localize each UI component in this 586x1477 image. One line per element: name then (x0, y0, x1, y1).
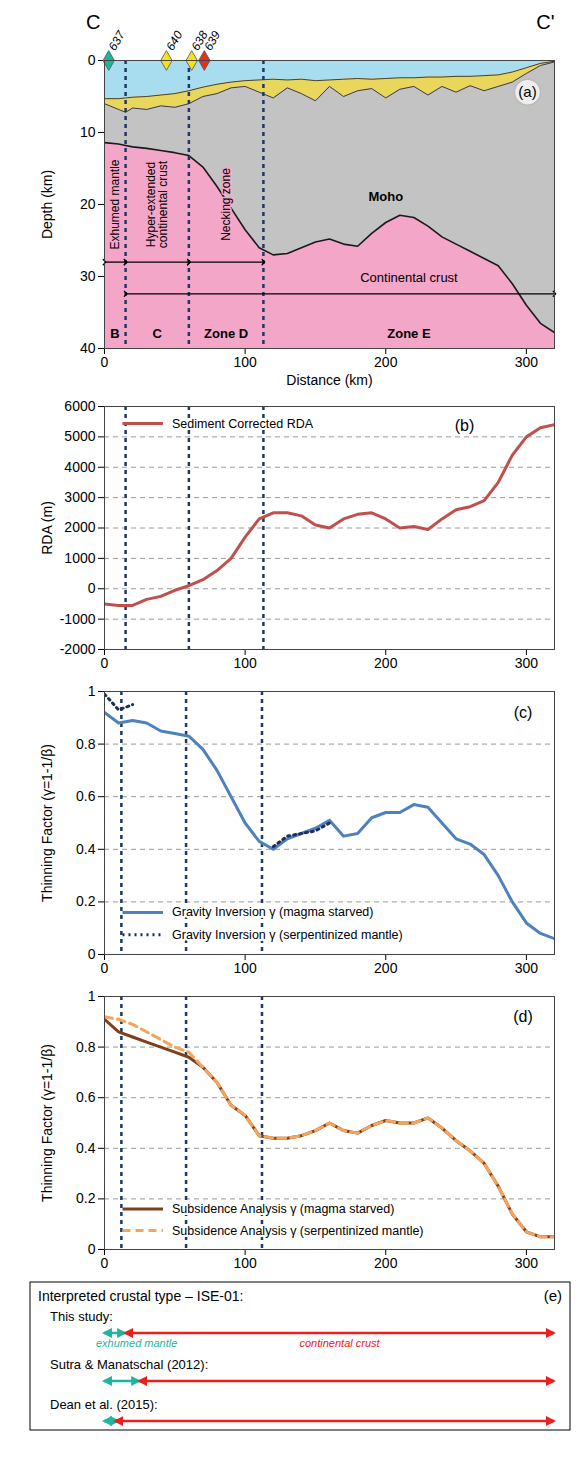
svg-text:638: 638 (188, 28, 211, 53)
svg-text:200: 200 (374, 960, 398, 976)
svg-text:Subsidence Analysis γ (magma s: Subsidence Analysis γ (magma starved) (172, 1202, 394, 1216)
svg-text:Zone E: Zone E (387, 326, 431, 341)
svg-text:20: 20 (80, 196, 96, 212)
svg-text:C': C' (536, 11, 554, 33)
svg-text:0.2: 0.2 (76, 893, 96, 909)
svg-text:exhumed mantle: exhumed mantle (96, 1337, 177, 1349)
svg-text:0: 0 (101, 1255, 109, 1271)
svg-text:6000: 6000 (64, 398, 95, 414)
svg-text:(a): (a) (518, 83, 536, 100)
svg-text:RDA (m): RDA (m) (39, 501, 55, 555)
svg-text:0.6: 0.6 (76, 1089, 96, 1105)
svg-text:-2000: -2000 (60, 641, 96, 657)
svg-text:639: 639 (201, 28, 223, 53)
svg-text:4000: 4000 (64, 459, 95, 475)
svg-text:1: 1 (88, 683, 96, 699)
svg-text:Zone D: Zone D (204, 326, 248, 341)
svg-text:0: 0 (101, 960, 109, 976)
svg-text:0: 0 (88, 946, 96, 962)
svg-text:Moho: Moho (368, 189, 403, 204)
svg-text:0.4: 0.4 (76, 1140, 96, 1156)
svg-text:This study:: This study: (50, 1309, 113, 1324)
svg-text:Sediment Corrected RDA: Sediment Corrected RDA (172, 417, 314, 431)
svg-text:0: 0 (101, 354, 109, 370)
svg-text:Thinning Factor (γ=1-1/β): Thinning Factor (γ=1-1/β) (39, 744, 55, 902)
svg-text:300: 300 (515, 960, 539, 976)
svg-text:0.4: 0.4 (76, 841, 96, 857)
svg-text:40: 40 (80, 340, 96, 356)
svg-text:Sutra & Manatschal (2012):: Sutra & Manatschal (2012): (50, 1357, 208, 1372)
svg-text:637: 637 (106, 27, 129, 52)
svg-text:1000: 1000 (64, 550, 95, 566)
svg-text:C: C (86, 11, 100, 33)
svg-text:Subsidence Analysis γ (serpent: Subsidence Analysis γ (serpentinized man… (172, 1224, 424, 1238)
svg-text:B: B (110, 326, 119, 341)
svg-text:(d): (d) (513, 1008, 533, 1025)
svg-text:(c): (c) (514, 704, 533, 721)
svg-text:0.2: 0.2 (76, 1190, 96, 1206)
svg-text:30: 30 (80, 268, 96, 284)
svg-text:300: 300 (515, 1255, 539, 1271)
svg-text:100: 100 (233, 1255, 257, 1271)
svg-text:(b): (b) (455, 417, 475, 434)
svg-text:0: 0 (101, 655, 109, 671)
svg-text:Continental crust: Continental crust (360, 270, 458, 285)
svg-text:Hyper-extendedcontinental crus: Hyper-extendedcontinental crust (144, 160, 170, 248)
svg-text:300: 300 (515, 655, 539, 671)
svg-text:0: 0 (88, 52, 96, 68)
svg-text:640: 640 (163, 28, 185, 53)
svg-text:Dean et al. (2015):: Dean et al. (2015): (50, 1397, 158, 1412)
svg-text:10: 10 (80, 124, 96, 140)
svg-text:Necking zone: Necking zone (219, 168, 233, 241)
svg-text:100: 100 (233, 354, 257, 370)
svg-text:C: C (153, 326, 163, 341)
svg-text:Gravity Inversion γ (serpentin: Gravity Inversion γ (serpentinized mantl… (172, 928, 403, 942)
svg-text:Interpreted crustal type – ISE: Interpreted crustal type – ISE-01: (38, 1288, 243, 1304)
svg-text:Distance (km): Distance (km) (286, 372, 372, 388)
svg-text:100: 100 (233, 655, 257, 671)
svg-text:200: 200 (374, 1255, 398, 1271)
svg-text:1: 1 (88, 988, 96, 1004)
svg-text:300: 300 (515, 354, 539, 370)
svg-text:0: 0 (88, 580, 96, 596)
svg-text:-1000: -1000 (60, 611, 96, 627)
svg-text:5000: 5000 (64, 428, 95, 444)
svg-text:3000: 3000 (64, 489, 95, 505)
svg-text:0.8: 0.8 (76, 1039, 96, 1055)
svg-text:0.8: 0.8 (76, 736, 96, 752)
svg-text:Thinning Factor (γ=1-1/β): Thinning Factor (γ=1-1/β) (39, 1044, 55, 1202)
svg-text:200: 200 (374, 655, 398, 671)
svg-text:200: 200 (374, 354, 398, 370)
svg-text:(e): (e) (544, 1287, 562, 1304)
svg-text:continental crust: continental crust (299, 1337, 380, 1349)
svg-text:0: 0 (88, 1241, 96, 1257)
svg-text:Depth (km): Depth (km) (39, 170, 55, 239)
svg-text:Gravity Inversion γ (magma sta: Gravity Inversion γ (magma starved) (172, 905, 373, 919)
svg-text:100: 100 (233, 960, 257, 976)
svg-text:0.6: 0.6 (76, 788, 96, 804)
svg-text:Exhumed mantle: Exhumed mantle (108, 159, 122, 249)
svg-text:2000: 2000 (64, 519, 95, 535)
